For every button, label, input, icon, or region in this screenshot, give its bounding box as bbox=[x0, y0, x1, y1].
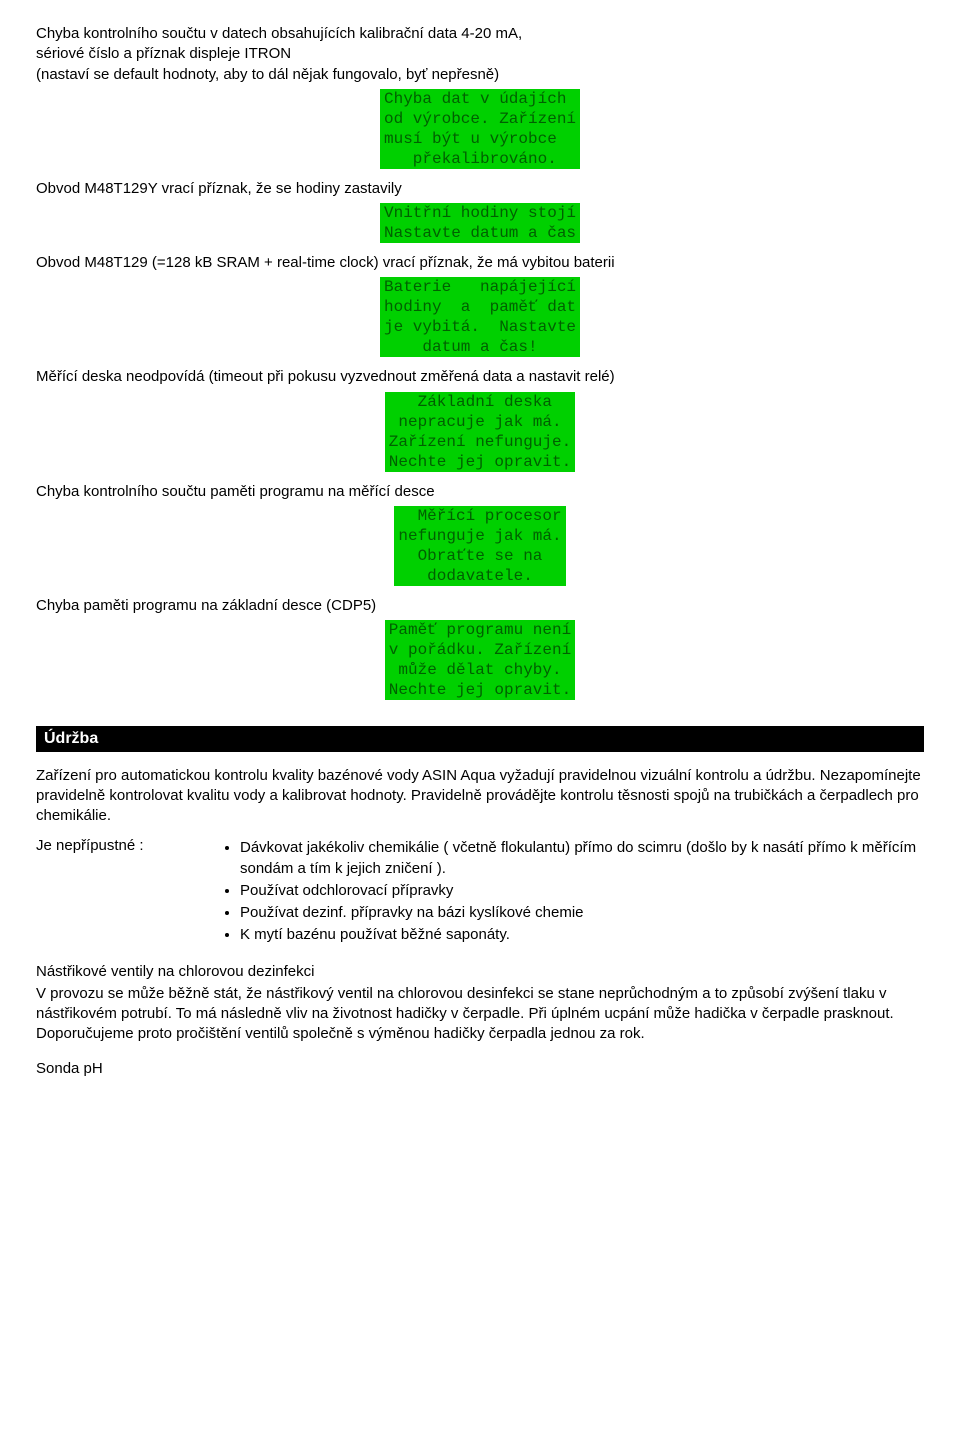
list-item: Používat dezinf. přípravky na bázi kyslí… bbox=[240, 903, 924, 923]
err-clock-stopped-label: Obvod M48T129Y vrací příznak, že se hodi… bbox=[36, 179, 924, 199]
valves-body: V provozu se může běžně stát, že nástřik… bbox=[36, 984, 924, 1045]
err-battery-dead-display: Baterie napájející hodiny a paměť dat je… bbox=[380, 277, 580, 357]
display-wrap: Chyba dat v údajích od výrobce. Zařízení… bbox=[36, 89, 924, 169]
err-calibration-checksum-display: Chyba dat v údajích od výrobce. Zařízení… bbox=[380, 89, 580, 169]
list-item: Používat odchlorovací přípravky bbox=[240, 881, 924, 901]
forbidden-list: Dávkovat jakékoliv chemikálie ( včetně f… bbox=[216, 836, 924, 947]
maintenance-heading: Údržba bbox=[36, 726, 924, 752]
err-battery-dead-label: Obvod M48T129 (=128 kB SRAM + real-time … bbox=[36, 253, 924, 273]
display-wrap: Paměť programu není v pořádku. Zařízení … bbox=[36, 620, 924, 700]
sonda-ph-heading: Sonda pH bbox=[36, 1059, 924, 1079]
err-measure-checksum-label: Chyba kontrolního součtu paměti programu… bbox=[36, 482, 924, 502]
maintenance-intro: Zařízení pro automatickou kontrolu kvali… bbox=[36, 766, 924, 827]
display-wrap: Baterie napájející hodiny a paměť dat je… bbox=[36, 277, 924, 357]
list-item: Dávkovat jakékoliv chemikálie ( včetně f… bbox=[240, 838, 924, 879]
display-wrap: Měřící procesor nefunguje jak má. Obraťt… bbox=[36, 506, 924, 586]
err-calibration-checksum-label: Chyba kontrolního součtu v datech obsahu… bbox=[36, 24, 924, 85]
err-measure-timeout-display: Základní deska nepracuje jak má. Zařízen… bbox=[385, 392, 575, 472]
display-wrap: Vnitřní hodiny stojí Nastavte datum a ča… bbox=[36, 203, 924, 243]
display-wrap: Základní deska nepracuje jak má. Zařízen… bbox=[36, 392, 924, 472]
err-measure-timeout-label: Měřící deska neodpovídá (timeout při pok… bbox=[36, 367, 924, 387]
err-measure-checksum-display: Měřící procesor nefunguje jak má. Obraťt… bbox=[394, 506, 565, 586]
err-mainboard-memory-label: Chyba paměti programu na základní desce … bbox=[36, 596, 924, 616]
forbidden-lead: Je nepřípustné : bbox=[36, 836, 216, 856]
list-item: K mytí bazénu používat běžné saponáty. bbox=[240, 925, 924, 945]
valves-heading: Nástřikové ventily na chlorovou dezinfek… bbox=[36, 962, 924, 982]
forbidden-block: Je nepřípustné : Dávkovat jakékoliv chem… bbox=[36, 836, 924, 947]
err-mainboard-memory-display: Paměť programu není v pořádku. Zařízení … bbox=[385, 620, 575, 700]
err-clock-stopped-display: Vnitřní hodiny stojí Nastavte datum a ča… bbox=[380, 203, 580, 243]
